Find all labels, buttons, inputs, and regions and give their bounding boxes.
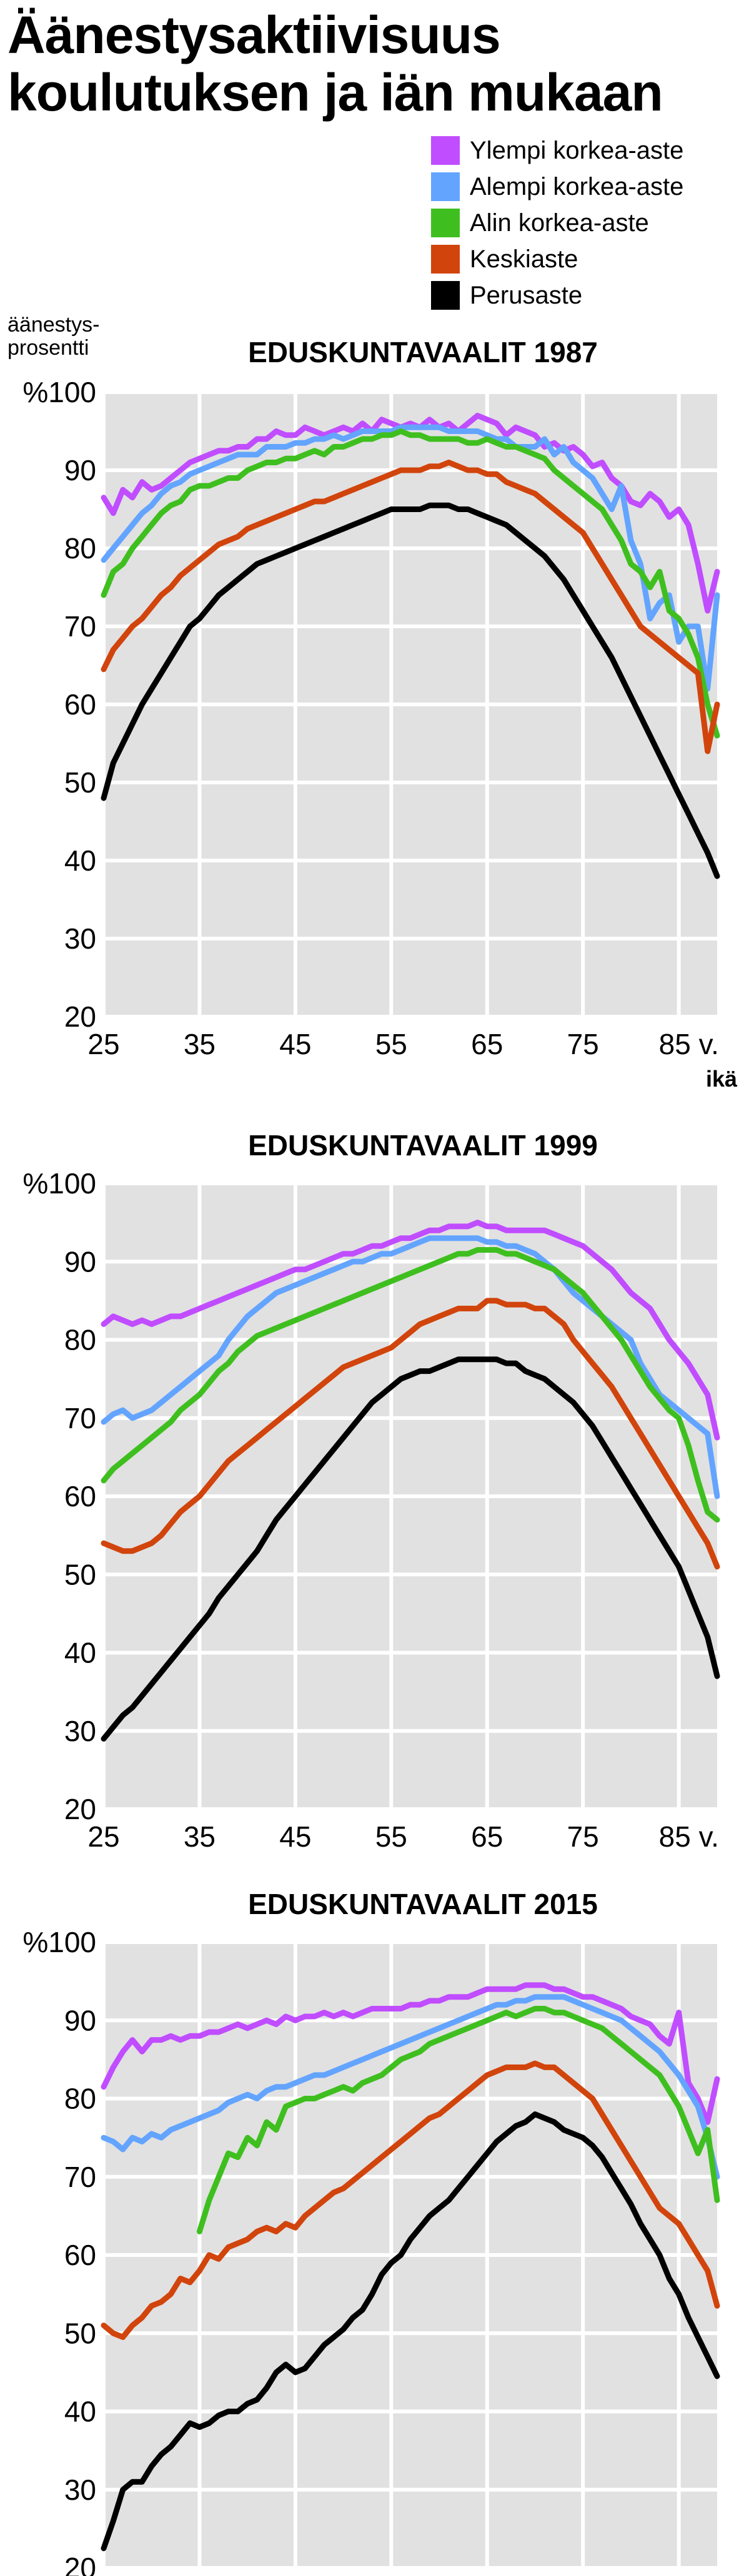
x-tick-label: 45 (279, 1820, 311, 1853)
series-line-4 (101, 460, 720, 754)
legend-label: Alin korkea-aste (470, 209, 649, 237)
y-tick-label: 60 (64, 2239, 96, 2271)
series-line-5 (101, 2111, 720, 2552)
x-axis-unit-label: ikä (706, 1066, 738, 1092)
legend-item: Keskiaste (431, 241, 743, 277)
series-line-4 (101, 1298, 720, 1570)
series-line-2 (101, 424, 720, 692)
series-line-2 (101, 1235, 720, 1499)
legend-swatch (431, 245, 460, 274)
series-line-3 (101, 428, 720, 739)
y-tick-label: 70 (64, 610, 96, 643)
series-line-3 (101, 1247, 720, 1523)
chart-title: EDUSKUNTAVAALIT 1987 (248, 336, 598, 368)
y-tick-label: 30 (64, 2474, 96, 2506)
y-tick-label: 90 (64, 1245, 96, 1278)
legend-swatch (431, 136, 460, 165)
series-line-2 (101, 1994, 720, 2180)
x-tick-label: 85 v. (659, 1820, 719, 1853)
y-tick-label: 50 (64, 2317, 96, 2349)
y-tick-label: 80 (64, 1324, 96, 1356)
x-tick-label: 55 (375, 1820, 407, 1853)
page-title-text: Äänestysaktiivisuus koulutuksen ja iän m… (7, 6, 663, 122)
y-tick-label: 20 (64, 1793, 96, 1825)
x-tick-label: 35 (184, 1028, 216, 1060)
legend-label: Perusaste (470, 282, 583, 309)
x-tick-label: 65 (471, 1820, 503, 1853)
chart-title: EDUSKUNTAVAALIT 1999 (248, 1129, 598, 1162)
legend-label: Alempi korkea-aste (470, 173, 684, 200)
x-tick-label: 85 v. (659, 1028, 719, 1060)
series-line-1 (101, 1220, 720, 1441)
series-line-5 (101, 1356, 720, 1742)
y-tick-label: 30 (64, 922, 96, 955)
legend-swatch (431, 209, 460, 237)
series-line-4 (101, 2060, 720, 2340)
y-tick-label: 90 (64, 454, 96, 486)
chart-2: EDUSKUNTAVAALIT 1999 %100 90 80 70 60 50 40 30 20… (22, 1129, 720, 1853)
y-tick-label: 70 (64, 2161, 96, 2193)
y-tick-label: %100 (22, 376, 96, 408)
y-tick-label: 60 (64, 1480, 96, 1513)
y-tick-label: 40 (64, 2396, 96, 2428)
series-line-1 (101, 413, 720, 614)
x-tick-label: 55 (375, 1028, 407, 1060)
y-tick-label: 60 (64, 688, 96, 721)
legend-item: Ylempi korkea-aste (431, 132, 743, 169)
series-line-1 (101, 1982, 720, 2125)
y-tick-label: 20 (64, 1000, 96, 1033)
x-tick-label: 35 (184, 1820, 216, 1853)
chart-title: EDUSKUNTAVAALIT 2015 (248, 1888, 598, 1920)
y-tick-label: 80 (64, 532, 96, 565)
x-tick-label: 75 (567, 1820, 599, 1853)
legend-swatch (431, 281, 460, 310)
legend-swatch (431, 172, 460, 201)
chart-1: EDUSKUNTAVAALIT 1987 %100 90 80 70 60 50 40 30 20… (22, 336, 738, 1092)
legend: Ylempi korkea-aste Alempi korkea-aste Alin… (431, 132, 743, 313)
y-tick-label: 30 (64, 1715, 96, 1747)
x-tick-label: 65 (471, 1028, 503, 1060)
y-tick-label: %100 (22, 1926, 96, 1958)
series-line-3 (196, 2006, 720, 2234)
y-tick-label: 40 (64, 844, 96, 877)
y-tick-label: 50 (64, 766, 96, 799)
y-tick-label: %100 (22, 1167, 96, 1200)
y-axis-label: äänestys- prosentti (7, 313, 100, 360)
legend-item: Perusaste (431, 277, 743, 313)
y-tick-label: 40 (64, 1637, 96, 1669)
legend-item: Alin korkea-aste (431, 205, 743, 241)
series-line-5 (101, 502, 720, 879)
y-tick-label: 50 (64, 1558, 96, 1591)
x-tick-label: 75 (567, 1028, 599, 1060)
y-tick-label: 80 (64, 2083, 96, 2115)
legend-item: Alempi korkea-aste (431, 169, 743, 205)
legend-label: Ylempi korkea-aste (470, 137, 684, 164)
page-title: Äänestysaktiivisuus koulutuksen ja iän m… (7, 6, 749, 121)
legend-label: Keskiaste (470, 245, 578, 273)
y-tick-label: 90 (64, 2004, 96, 2036)
chart-3: EDUSKUNTAVAALIT 2015 %100 90 80 70 60 50 40 30 20… (22, 1888, 720, 2576)
y-tick-label: 20 (64, 2552, 96, 2576)
x-tick-label: 25 (87, 1820, 119, 1853)
y-tick-label: 70 (64, 1402, 96, 1434)
x-tick-label: 25 (87, 1028, 119, 1060)
x-tick-label: 45 (279, 1028, 311, 1060)
